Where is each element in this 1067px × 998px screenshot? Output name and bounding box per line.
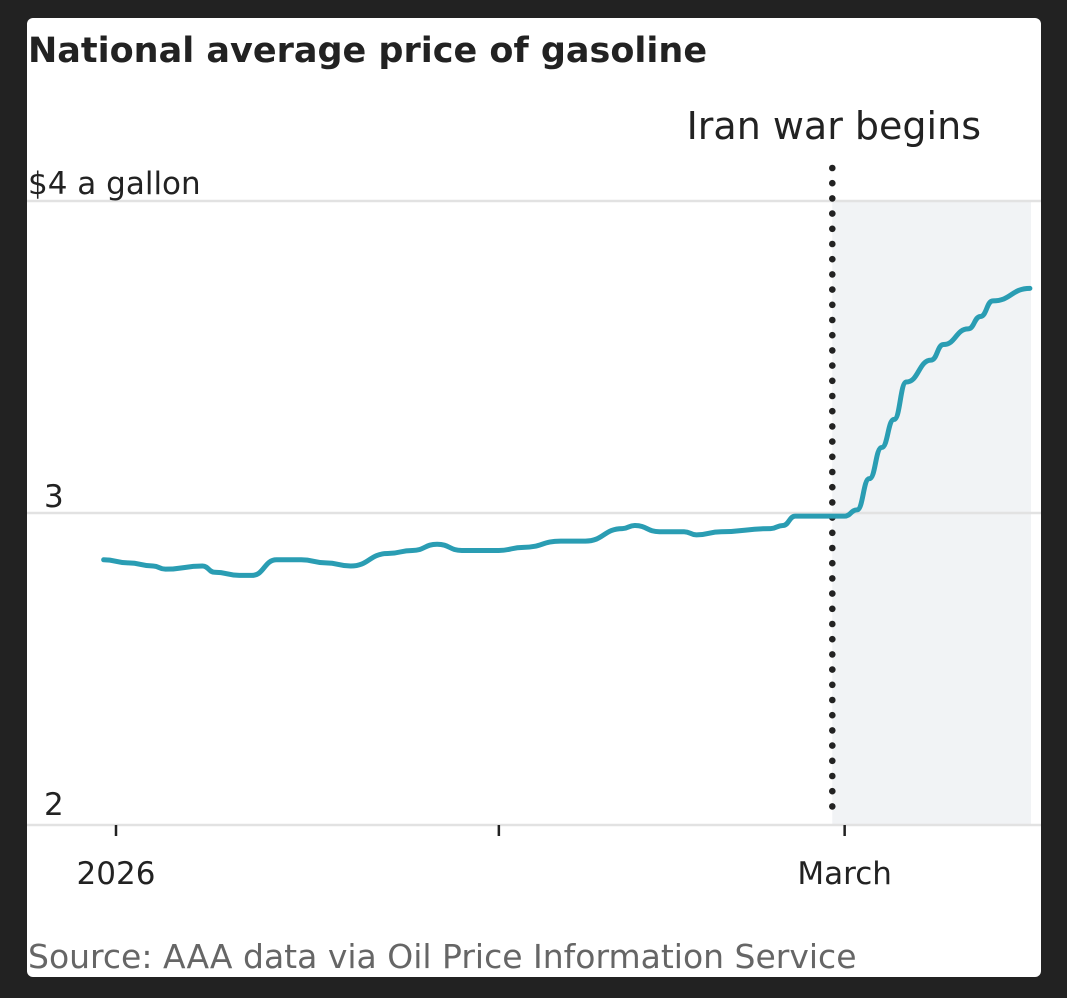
- marker-dot: [829, 483, 836, 491]
- war-begins-annotation: Iran war begins: [687, 104, 981, 148]
- x-tick-label-2026: 2026: [77, 856, 156, 892]
- marker-dot: [829, 757, 836, 765]
- marker-dot: [829, 164, 836, 172]
- marker-dot: [829, 225, 836, 233]
- chart-title: National average price of gasoline: [28, 31, 707, 71]
- y-tick-label-2: 2: [44, 787, 64, 823]
- marker-dot: [829, 301, 836, 309]
- marker-dot: [829, 240, 836, 248]
- marker-dot: [829, 620, 836, 628]
- marker-dot: [829, 727, 836, 734]
- marker-dot: [829, 590, 836, 597]
- marker-dot: [829, 179, 836, 187]
- y-tick-label-4: $4 a gallon: [28, 166, 201, 202]
- marker-dot: [829, 711, 836, 719]
- marker-dot: [829, 787, 836, 795]
- marker-dot: [829, 666, 836, 673]
- marker-dot: [829, 362, 836, 369]
- marker-dot: [829, 377, 836, 385]
- marker-dot: [829, 651, 836, 658]
- marker-dot: [829, 210, 836, 217]
- war-begins-marker-line: [829, 164, 836, 810]
- marker-dot: [829, 559, 836, 567]
- marker-dot: [829, 195, 836, 202]
- marker-dot: [829, 255, 836, 263]
- marker-dot: [829, 803, 836, 810]
- marker-dot: [829, 392, 836, 400]
- marker-dot: [829, 742, 836, 749]
- marker-dot: [829, 423, 836, 430]
- source-note: Source: AAA data via Oil Price Informati…: [28, 937, 857, 976]
- marker-dot: [829, 438, 836, 445]
- marker-dot: [829, 407, 836, 415]
- marker-dot: [829, 696, 836, 704]
- marker-dot: [829, 681, 836, 689]
- marker-dot: [829, 331, 836, 339]
- marker-dot: [829, 468, 836, 476]
- y-tick-label-3: 3: [44, 479, 64, 515]
- price-series-line: [101, 285, 1033, 578]
- marker-dot: [829, 635, 836, 643]
- marker-dot: [829, 772, 836, 780]
- marker-dot: [829, 316, 836, 324]
- marker-dot: [829, 575, 836, 582]
- marker-dot: [829, 271, 836, 278]
- x-tick-label-march: March: [797, 856, 892, 892]
- marker-dot: [829, 286, 836, 293]
- marker-dot: [829, 605, 836, 613]
- marker-dot: [829, 453, 836, 461]
- marker-dot: [829, 544, 836, 552]
- marker-dot: [829, 499, 836, 506]
- marker-dot: [829, 347, 836, 354]
- marker-dot: [829, 529, 836, 537]
